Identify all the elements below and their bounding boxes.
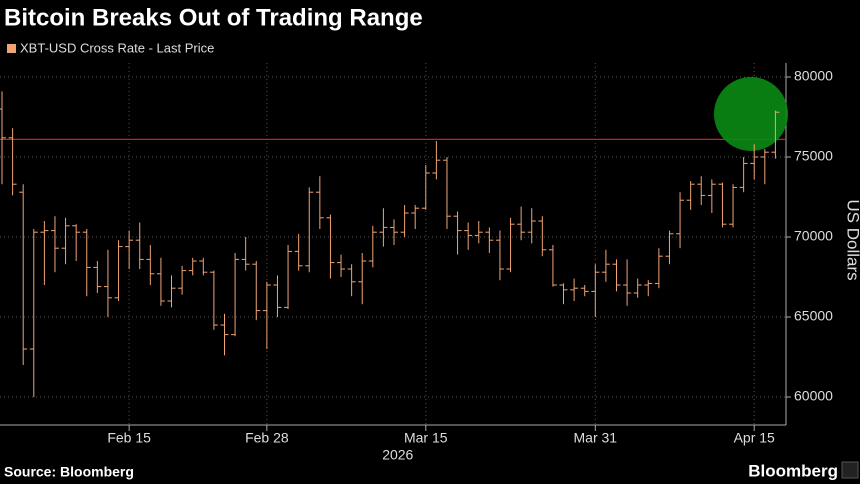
legend-label: XBT-USD Cross Rate - Last Price — [20, 40, 214, 55]
overlay — [0, 91, 780, 397]
y-tick-label: 65000 — [794, 308, 833, 324]
y-axis-label: US Dollars — [844, 199, 860, 280]
x-tick-label: Mar 15 — [404, 430, 448, 446]
y-tick-label: 80000 — [794, 68, 833, 84]
plot: 60000 65000 70000 75000 80000 Feb 15 Feb 28 Mar… — [0, 63, 833, 463]
x-year-label: 2026 — [382, 447, 413, 463]
highlight-circle — [714, 77, 788, 151]
brand-icon — [841, 461, 859, 479]
y-tick-label: 75000 — [794, 148, 833, 164]
y-tick-label: 70000 — [794, 228, 833, 244]
chart-title: Bitcoin Breaks Out of Trading Range — [4, 4, 423, 31]
x-tick-label: Feb 28 — [245, 430, 289, 446]
x-tick-label: Apr 15 — [734, 430, 775, 446]
x-tick-label: Feb 15 — [107, 430, 151, 446]
brand: Bloomberg — [748, 461, 838, 480]
y-tick-label: 60000 — [794, 388, 833, 404]
source: Source: Bloomberg — [4, 464, 134, 480]
x-tick-label: Mar 31 — [574, 430, 618, 446]
legend-swatch — [7, 44, 16, 53]
